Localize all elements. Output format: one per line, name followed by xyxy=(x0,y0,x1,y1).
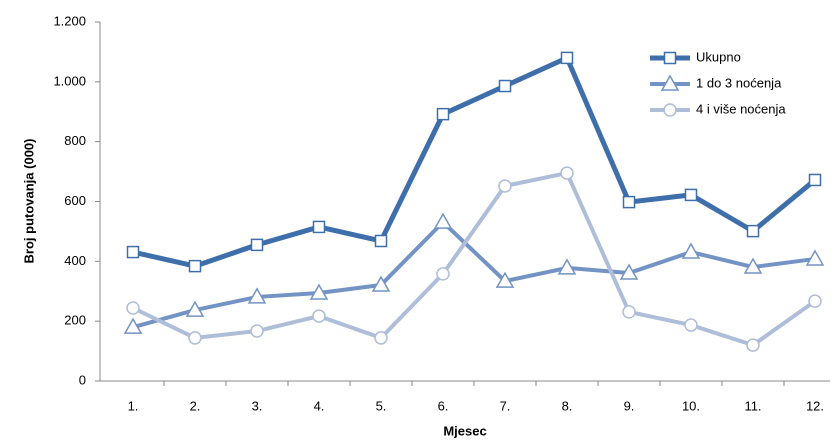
x-tick-label: 4. xyxy=(314,398,325,413)
marker xyxy=(498,79,512,93)
series-line xyxy=(132,171,817,348)
marker xyxy=(374,331,388,345)
marker xyxy=(312,309,326,323)
x-tick-label: 1. xyxy=(128,398,139,413)
y-tick-label: 200 xyxy=(64,313,86,328)
marker xyxy=(436,267,450,281)
marker xyxy=(684,188,698,202)
marker xyxy=(250,238,264,252)
x-tick-label: 7. xyxy=(500,398,511,413)
marker xyxy=(188,259,202,273)
x-tick-label: 5. xyxy=(376,398,387,413)
marker xyxy=(498,179,512,193)
marker xyxy=(126,245,140,259)
marker xyxy=(681,242,701,259)
marker xyxy=(250,324,264,338)
marker xyxy=(247,287,267,304)
x-tick-label: 10. xyxy=(682,398,700,413)
series-line xyxy=(132,55,817,269)
marker xyxy=(746,224,760,238)
legend-label: 4 i više noćenja xyxy=(696,101,786,116)
marker xyxy=(374,234,388,248)
y-tick-label: 1.000 xyxy=(53,73,86,88)
marker xyxy=(309,283,329,300)
marker xyxy=(684,318,698,332)
y-tick-label: 1.200 xyxy=(53,13,86,28)
marker xyxy=(743,257,763,274)
x-tick-label: 3. xyxy=(252,398,263,413)
marker xyxy=(560,51,574,65)
y-tick-label: 600 xyxy=(64,193,86,208)
marker xyxy=(660,74,680,91)
marker xyxy=(188,331,202,345)
marker xyxy=(433,212,453,229)
x-tick-label: 12. xyxy=(806,398,824,413)
marker xyxy=(560,166,574,180)
marker xyxy=(126,301,140,315)
x-tick-label: 11. xyxy=(744,398,761,413)
marker xyxy=(808,294,822,308)
legend-label: Ukupno xyxy=(696,49,741,64)
marker xyxy=(808,173,822,187)
marker xyxy=(371,275,391,292)
marker xyxy=(663,51,677,65)
y-tick-label: 800 xyxy=(64,133,86,148)
x-tick-label: 6. xyxy=(438,398,449,413)
x-tick-label: 9. xyxy=(624,398,635,413)
x-axis-label: Mjesec xyxy=(443,423,486,438)
y-axis-label: Broj putovanja (000) xyxy=(21,139,36,264)
marker xyxy=(805,249,825,266)
y-tick-label: 0 xyxy=(79,372,86,387)
marker xyxy=(557,258,577,275)
marker xyxy=(436,107,450,121)
x-tick-label: 8. xyxy=(562,398,573,413)
marker xyxy=(495,271,515,288)
marker xyxy=(185,300,205,317)
marker xyxy=(663,103,677,117)
marker xyxy=(746,338,760,352)
marker xyxy=(622,195,636,209)
series-line xyxy=(132,220,816,330)
marker xyxy=(619,263,639,280)
x-tick-label: 2. xyxy=(190,398,201,413)
marker xyxy=(312,220,326,234)
y-tick-label: 400 xyxy=(64,253,86,268)
marker xyxy=(622,305,636,319)
legend-label: 1 do 3 noćenja xyxy=(696,75,782,90)
marker xyxy=(123,317,143,334)
